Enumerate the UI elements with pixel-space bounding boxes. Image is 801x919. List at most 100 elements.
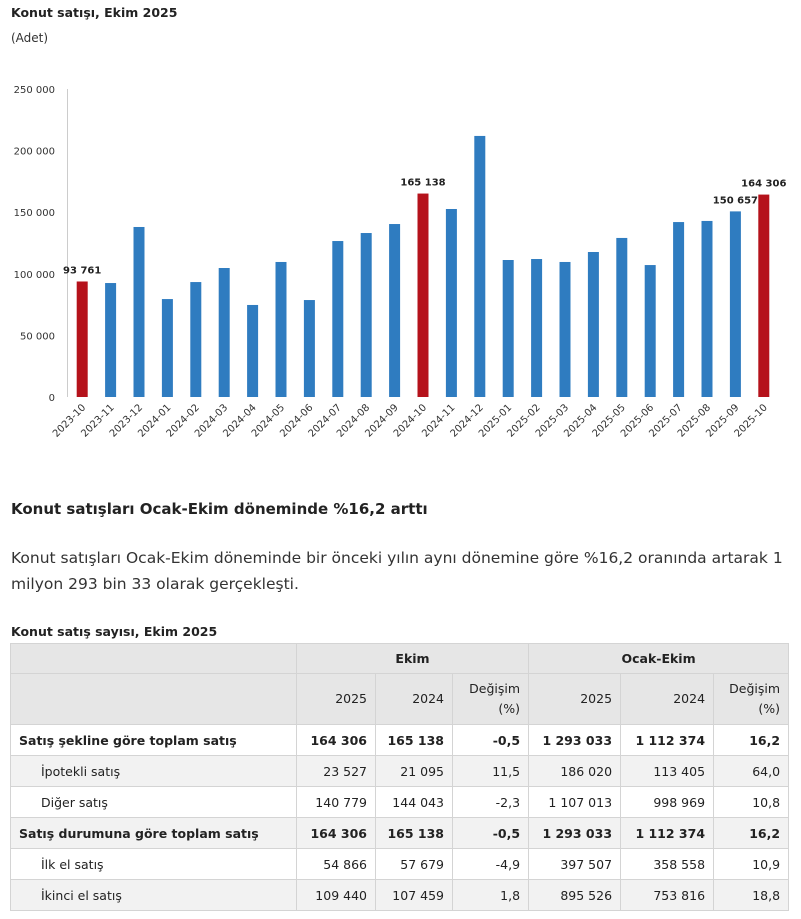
column-header: Değişim (%) (713, 673, 790, 725)
table-cell: 895 526 (528, 879, 622, 911)
table-cell: 109 440 (296, 879, 376, 911)
table-cell: 1,8 (451, 879, 530, 911)
table-cell: -0,5 (451, 817, 530, 849)
table-cell: 57 679 (375, 848, 453, 880)
table-cell: 23 527 (296, 755, 376, 787)
table-cell: 1 112 374 (620, 724, 715, 756)
table-row: Satış durumuna göre toplam satış 164 306 1… (10, 817, 790, 849)
column-header: 2025 (296, 673, 376, 725)
bar (502, 260, 514, 397)
row-label: Diğer satış (10, 786, 297, 818)
value-label: 150 657 (713, 195, 758, 206)
bar (218, 268, 230, 397)
group-header-row: Ekim Ocak-Ekim (10, 643, 790, 674)
y-tick-label: 150 000 (14, 208, 55, 219)
table-cell: 358 558 (620, 848, 715, 880)
header-cell (10, 673, 297, 725)
row-label: Satış durumuna göre toplam satış (10, 817, 297, 849)
value-label: 165 138 (400, 178, 445, 189)
bar (559, 261, 571, 397)
table-cell: 18,8 (713, 879, 790, 911)
chart: Konut satışı, Ekim 2025 (Adet) 0 50 000 10… (11, 5, 786, 440)
table-cell: 140 779 (296, 786, 376, 818)
data-table: Ekim Ocak-Ekim 2025 2024 Değişim (%) 2025 20… (10, 643, 790, 911)
table-cell: 113 405 (620, 755, 715, 787)
table-cell: 10,9 (713, 848, 790, 880)
row-label: İkinci el satış (10, 879, 297, 911)
section-paragraph: Konut satışları Ocak-Ekim döneminde bir … (11, 549, 783, 593)
bar (758, 194, 770, 397)
bar (673, 222, 685, 397)
column-header: 2024 (620, 673, 715, 725)
bar (190, 282, 202, 397)
y-tick-label: 0 (49, 393, 55, 404)
table-cell: 16,2 (713, 724, 790, 756)
table-cell: 186 020 (528, 755, 622, 787)
column-header: 2024 (375, 673, 453, 725)
value-label: 164 306 (741, 179, 786, 190)
table-cell: 397 507 (528, 848, 622, 880)
table-row: İkinci el satış 109 440 107 459 1,8 895 526 7… (10, 879, 790, 911)
y-tick-label: 100 000 (14, 270, 55, 281)
column-header: 2025 (528, 673, 622, 725)
bar (701, 220, 713, 397)
table-cell: 998 969 (620, 786, 715, 818)
section-heading: Konut satışları Ocak-Ekim döneminde %16,… (11, 500, 428, 518)
table-cell: 107 459 (375, 879, 453, 911)
chart-title: Konut satışı, Ekim 2025 (11, 5, 177, 20)
table-cell: 10,8 (713, 786, 790, 818)
bar (161, 299, 173, 397)
row-label: İpotekli satış (10, 755, 297, 787)
table-cell: 1 112 374 (620, 817, 715, 849)
y-tick-label: 200 000 (14, 147, 55, 158)
table-cell: -2,3 (451, 786, 530, 818)
bar (133, 226, 145, 397)
header-cell (10, 643, 297, 674)
value-label: 93 761 (63, 265, 101, 276)
table-cell: 21 095 (375, 755, 453, 787)
table-cell: 753 816 (620, 879, 715, 911)
y-tick-label: 50 000 (20, 331, 55, 342)
bar (531, 259, 543, 397)
bar (417, 193, 429, 397)
column-header: Değişim (%) (451, 673, 530, 725)
bar (76, 281, 88, 397)
table-cell: 11,5 (451, 755, 530, 787)
table-cell: 1 293 033 (528, 724, 622, 756)
table-cell: 165 138 (375, 817, 453, 849)
table-cell: 54 866 (296, 848, 376, 880)
table-cell: 165 138 (375, 724, 453, 756)
table-cell: 16,2 (713, 817, 790, 849)
bar (303, 300, 315, 397)
table-cell: 64,0 (713, 755, 790, 787)
group-header: Ekim (295, 643, 530, 674)
bar (360, 233, 372, 397)
bar (616, 237, 628, 397)
y-tick-label: 250 000 (14, 85, 55, 96)
row-label: İlk el satış (10, 848, 297, 880)
table-row: Diğer satış 140 779 144 043 -2,3 1 107 013 99… (10, 786, 790, 818)
table-cell: -4,9 (451, 848, 530, 880)
table-row: Satış şekline göre toplam satış 164 306 16… (10, 724, 790, 756)
bar (105, 283, 117, 397)
bar (332, 241, 344, 397)
table-cell: -0,5 (451, 724, 530, 756)
table-cell: 144 043 (375, 786, 453, 818)
bar (247, 304, 259, 397)
group-header: Ocak-Ekim (528, 643, 790, 674)
table-row: İlk el satış 54 866 57 679 -4,9 397 507 358 5… (10, 848, 790, 880)
table-cell: 164 306 (296, 817, 376, 849)
bar (275, 261, 287, 397)
column-header-row: 2025 2024 Değişim (%) 2025 2024 Değişim (%) (10, 673, 790, 725)
table-cell: 164 306 (296, 724, 376, 756)
table-body: Satış şekline göre toplam satış 164 306 16… (10, 724, 790, 911)
chart-subtitle: (Adet) (11, 31, 48, 45)
row-label: Satış şekline göre toplam satış (10, 724, 297, 756)
table-title: Konut satış sayısı, Ekim 2025 (11, 624, 218, 639)
bar (587, 251, 599, 397)
bar (729, 211, 741, 397)
bar (474, 135, 486, 397)
bar (445, 208, 457, 397)
